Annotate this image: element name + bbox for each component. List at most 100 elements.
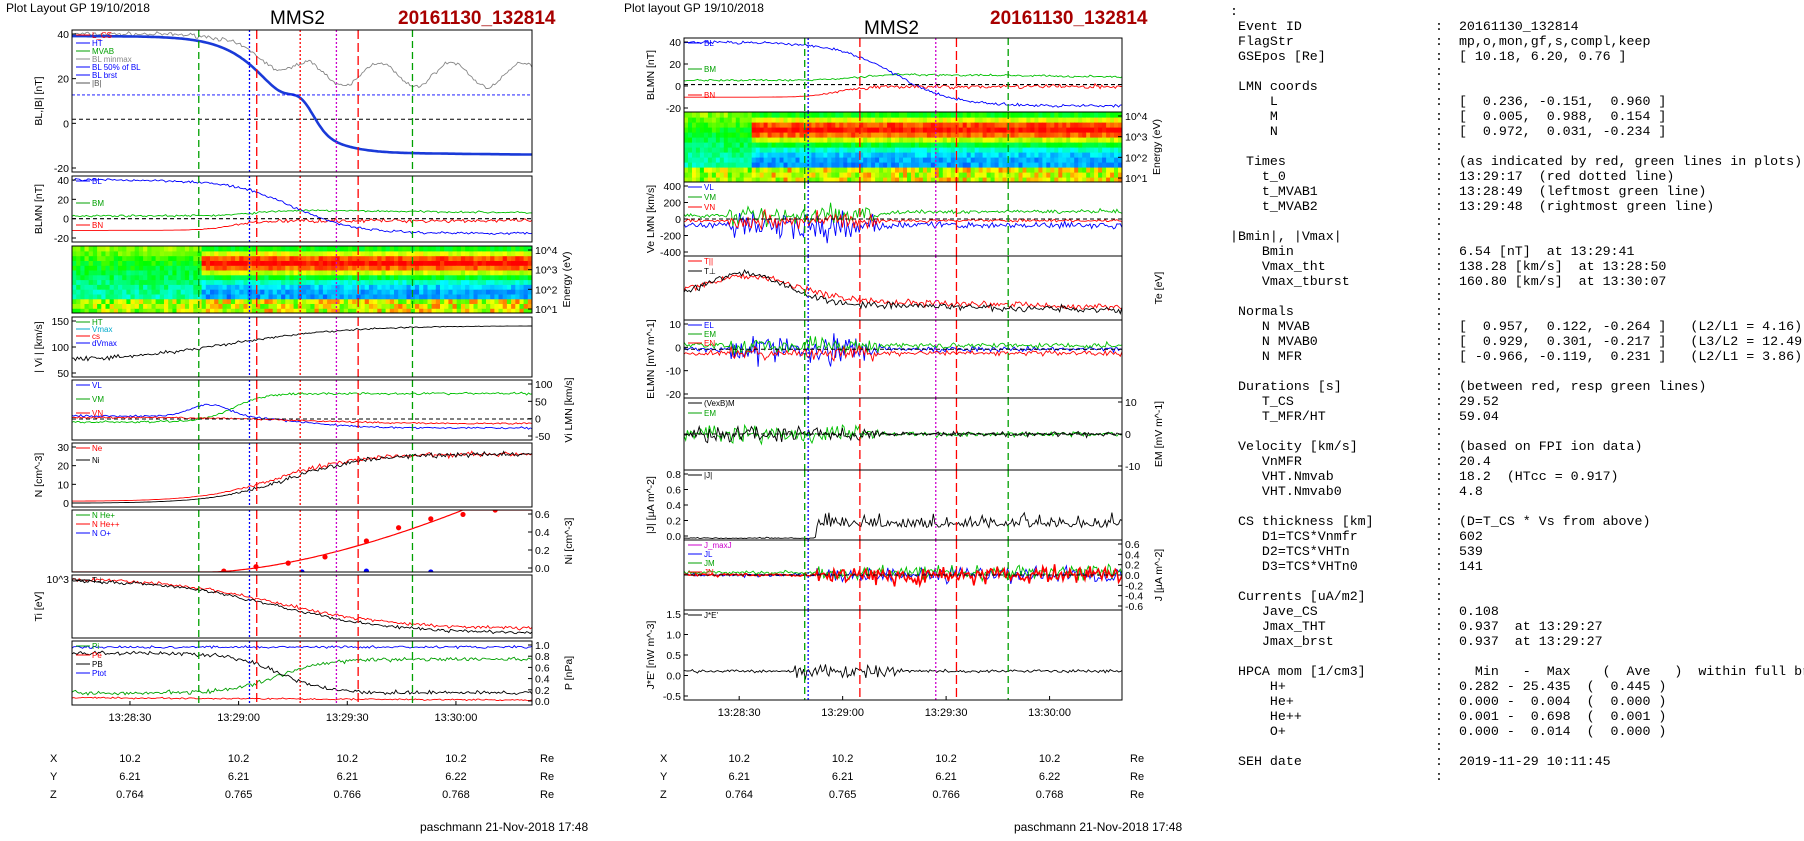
spectrogram-cell bbox=[911, 132, 916, 138]
spectrogram-cell bbox=[966, 147, 972, 153]
spectrogram-cell bbox=[335, 293, 341, 300]
legend-label: EL bbox=[704, 321, 714, 330]
spectrogram-cell bbox=[281, 279, 286, 285]
spectrogram-cell bbox=[942, 132, 948, 138]
spectrogram-cell bbox=[486, 303, 491, 309]
summary-line: : bbox=[1230, 139, 1804, 154]
spectrogram-cell bbox=[926, 177, 932, 182]
spectrogram-cell bbox=[847, 147, 852, 153]
summary-colon: : bbox=[1435, 664, 1443, 679]
spectrogram-cell bbox=[974, 172, 980, 178]
spectrogram-cell bbox=[197, 269, 203, 276]
spectrogram-cell bbox=[105, 279, 111, 285]
spectrogram-cell bbox=[1034, 177, 1039, 182]
spectrogram-cell bbox=[827, 132, 832, 138]
spectrogram-cell bbox=[692, 112, 697, 118]
spectrogram-cell bbox=[930, 177, 936, 182]
spectrogram-cell bbox=[887, 142, 892, 148]
spectrogram-cell bbox=[1010, 132, 1016, 138]
spectrogram-cell bbox=[1042, 112, 1047, 118]
spectrogram-cell bbox=[176, 269, 182, 276]
spectrogram-cell bbox=[423, 308, 429, 313]
spectrogram-cell bbox=[887, 137, 892, 143]
spectrogram-cell bbox=[394, 255, 399, 261]
spectrogram-cell bbox=[222, 279, 228, 285]
spectrogram-cell bbox=[859, 127, 864, 133]
spectrogram-cell bbox=[414, 250, 420, 257]
spectrogram-cell bbox=[982, 147, 988, 153]
spectrogram-cell bbox=[934, 137, 940, 143]
spectrogram-cell bbox=[994, 162, 1000, 168]
spectrogram-cell bbox=[268, 279, 274, 285]
spectrogram-cell bbox=[80, 265, 86, 271]
spectrogram-cell bbox=[352, 260, 357, 266]
spectrogram-cell bbox=[918, 142, 924, 148]
spectrogram-cell bbox=[373, 293, 378, 300]
spectrogram-cell bbox=[339, 308, 345, 313]
spectrogram-cell bbox=[795, 177, 801, 182]
summary-line: : bbox=[1230, 214, 1804, 229]
spectrogram-cell bbox=[490, 246, 495, 252]
spectrogram-cell bbox=[934, 132, 940, 138]
spectrogram-cell bbox=[184, 279, 190, 285]
spectrogram-cell bbox=[1090, 142, 1095, 148]
spectrogram-cell bbox=[1106, 157, 1111, 163]
spectrogram-cell bbox=[1002, 122, 1008, 128]
spectrogram-cell bbox=[113, 284, 119, 290]
spectrogram-cell bbox=[201, 298, 207, 304]
spectrogram-cell bbox=[1106, 127, 1111, 133]
spectrogram-cell bbox=[767, 142, 773, 148]
spectrogram-cell bbox=[1090, 162, 1095, 168]
summary-key: CS thickness [km] bbox=[1230, 514, 1374, 529]
spectrogram-cell bbox=[490, 274, 495, 281]
spectrogram-cell bbox=[398, 246, 403, 252]
spectrogram-cell bbox=[465, 250, 470, 257]
spectrogram-cell bbox=[1086, 172, 1091, 178]
spectrogram-cell bbox=[109, 246, 115, 252]
spectrogram-cell bbox=[143, 284, 148, 290]
spectrogram-cell bbox=[863, 142, 868, 148]
spectrogram-cell bbox=[88, 284, 94, 290]
summary-key: T_MFR/HT bbox=[1230, 409, 1326, 424]
spectrogram-cell bbox=[1050, 172, 1055, 178]
spectrogram-cell bbox=[364, 279, 370, 285]
spectrogram-cell bbox=[456, 308, 462, 313]
summary-colon: : bbox=[1435, 289, 1443, 304]
spectrogram-cell bbox=[871, 177, 876, 182]
spectrogram-cell bbox=[276, 298, 282, 304]
spectrogram-cell bbox=[477, 284, 483, 290]
spectrogram-cell bbox=[322, 279, 328, 285]
spectrogram-cell bbox=[1102, 142, 1107, 148]
spectrogram-cell bbox=[239, 279, 245, 285]
spectrogram-cell bbox=[823, 122, 828, 128]
spectrogram-cell bbox=[859, 177, 864, 182]
spectrogram-cell bbox=[164, 250, 169, 257]
spectrogram-cell bbox=[771, 147, 777, 153]
spectrogram-cell bbox=[138, 308, 144, 313]
spectrogram-cell bbox=[368, 246, 374, 252]
spectrogram-cell bbox=[80, 284, 86, 290]
spectrogram-cell bbox=[490, 260, 495, 266]
spectrogram-cell bbox=[368, 250, 374, 257]
spectrogram-cell bbox=[164, 308, 169, 313]
spectrogram-cell bbox=[318, 269, 324, 276]
spectrogram-cell bbox=[285, 269, 291, 276]
spectrogram-cell bbox=[731, 137, 737, 143]
spectrogram-cell bbox=[498, 298, 504, 304]
spectrogram-cell bbox=[827, 117, 832, 123]
spectrogram-cell bbox=[276, 279, 282, 285]
spectrogram-cell bbox=[456, 246, 462, 252]
spectrogram-cell bbox=[918, 152, 924, 158]
y-tick-label: 50 bbox=[57, 368, 69, 380]
spectrogram-cell bbox=[1086, 152, 1091, 158]
spectrogram-cell bbox=[184, 293, 190, 300]
spectrogram-cell bbox=[723, 137, 729, 143]
spectrogram-cell bbox=[147, 289, 153, 295]
spectrogram-cell bbox=[335, 260, 341, 266]
spectrogram-cell bbox=[147, 308, 153, 313]
spectrogram-cell bbox=[348, 269, 353, 276]
spectrogram-cell bbox=[966, 132, 972, 138]
spectrogram-cell bbox=[402, 284, 408, 290]
spectrogram-cell bbox=[1110, 157, 1115, 163]
spectrogram-cell bbox=[519, 303, 525, 309]
